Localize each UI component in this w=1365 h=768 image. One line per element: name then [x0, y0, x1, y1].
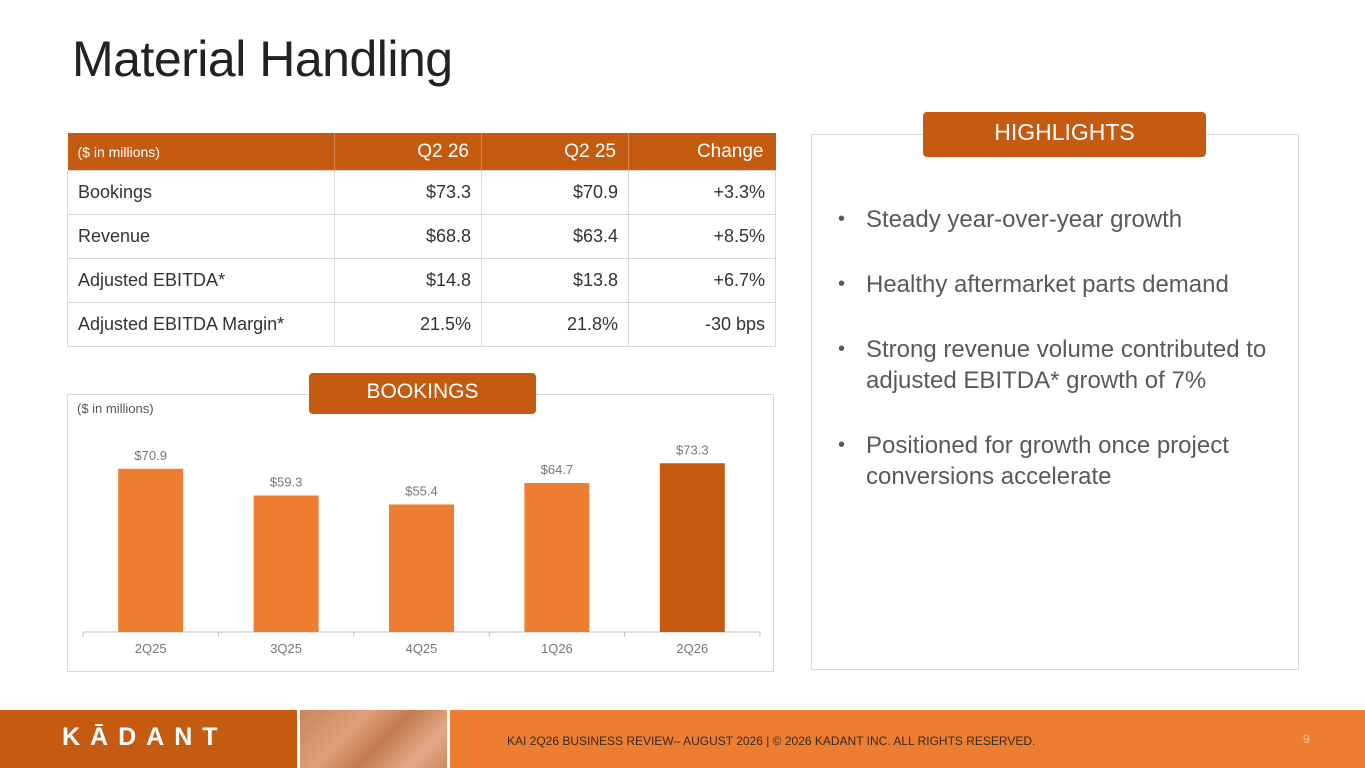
divider	[447, 710, 450, 768]
footer-logo-area: KĀDANT	[0, 710, 297, 768]
page-title: Material Handling	[72, 31, 453, 87]
list-item: • Strong revenue volume contributed to ad…	[838, 334, 1288, 396]
cell-value: $70.9	[481, 170, 629, 215]
bullet-icon: •	[838, 434, 846, 456]
cell-value: 21.5%	[334, 302, 482, 347]
data-label: $64.7	[541, 462, 574, 477]
highlights-tag: HIGHLIGHTS	[923, 112, 1206, 157]
row-label: Revenue	[67, 214, 335, 259]
highlight-text: Healthy aftermarket parts demand	[866, 271, 1229, 298]
table-row: Adjusted EBITDA* $14.8 $13.8 +6.7%	[67, 258, 776, 303]
column-header-q2-26: Q2 26	[334, 133, 482, 171]
bookings-tag: BOOKINGS	[309, 373, 536, 414]
data-label: $59.3	[270, 475, 303, 490]
bar-2q26	[659, 463, 725, 632]
table-row: Bookings $73.3 $70.9 +3.3%	[67, 170, 776, 215]
page-number: 9	[1303, 732, 1310, 746]
row-label: Adjusted EBITDA Margin*	[67, 302, 335, 347]
list-item: • Steady year-over-year growth	[838, 204, 1288, 235]
footer-copyright: KAI 2Q26 BUSINESS REVIEW– AUGUST 2026 | …	[507, 734, 1036, 748]
highlight-text: Positioned for growth once project conve…	[866, 432, 1229, 490]
table-row: Adjusted EBITDA Margin* 21.5% 21.8% -30 …	[67, 302, 776, 347]
table-row: Revenue $68.8 $63.4 +8.5%	[67, 214, 776, 259]
row-label: Adjusted EBITDA*	[67, 258, 335, 303]
cell-change: +3.3%	[628, 170, 776, 215]
data-label: $70.9	[134, 448, 167, 463]
table-header-row: ($ in millions) Q2 26 Q2 25 Change	[67, 133, 776, 171]
cell-change: +6.7%	[628, 258, 776, 303]
bar-2q25	[118, 468, 184, 632]
footer-bar: KĀDANT KAI 2Q26 BUSINESS REVIEW– AUGUST …	[0, 710, 1365, 768]
bullet-icon: •	[838, 273, 846, 295]
data-label: $73.3	[676, 442, 709, 457]
bar-1q26	[524, 483, 590, 632]
x-tick-label: 1Q26	[541, 641, 573, 656]
chart-units-label: ($ in millions)	[77, 401, 154, 416]
x-tick-label: 4Q25	[406, 641, 438, 656]
footer-photo-image	[300, 710, 447, 768]
x-tick-label: 2Q25	[135, 641, 167, 656]
list-item: • Healthy aftermarket parts demand	[838, 269, 1288, 300]
bullet-icon: •	[838, 338, 846, 360]
column-header-q2-25: Q2 25	[481, 133, 629, 171]
highlights-list: • Steady year-over-year growth • Healthy a…	[838, 204, 1288, 526]
cell-change: -30 bps	[628, 302, 776, 347]
cell-value: $68.8	[334, 214, 482, 259]
cell-value: $13.8	[481, 258, 629, 303]
divider	[297, 710, 300, 768]
highlight-text: Strong revenue volume contributed to adj…	[866, 336, 1267, 394]
x-tick-label: 3Q25	[270, 641, 302, 656]
kadant-logo: KĀDANT	[62, 723, 228, 751]
bar-3q25	[253, 495, 319, 632]
cell-value: $73.3	[334, 170, 482, 215]
column-header-change: Change	[628, 133, 776, 171]
bookings-bar-chart: $70.9 2Q25 $59.3 3Q25 $55.4 4Q25 $64.7 1Q26 $73.…	[82, 442, 761, 656]
cell-value: $63.4	[481, 214, 629, 259]
cell-value: 21.8%	[481, 302, 629, 347]
column-header-units: ($ in millions)	[67, 133, 335, 171]
bullet-icon: •	[838, 208, 846, 230]
x-tick-label: 2Q26	[676, 641, 708, 656]
row-label: Bookings	[67, 170, 335, 215]
data-label: $55.4	[405, 483, 438, 498]
bar-4q25	[389, 504, 454, 632]
list-item: • Positioned for growth once project conv…	[838, 430, 1288, 492]
financial-summary-table: ($ in millions) Q2 26 Q2 25 Change Booki…	[67, 133, 776, 347]
highlight-text: Steady year-over-year growth	[866, 206, 1183, 233]
cell-value: $14.8	[334, 258, 482, 303]
cell-change: +8.5%	[628, 214, 776, 259]
